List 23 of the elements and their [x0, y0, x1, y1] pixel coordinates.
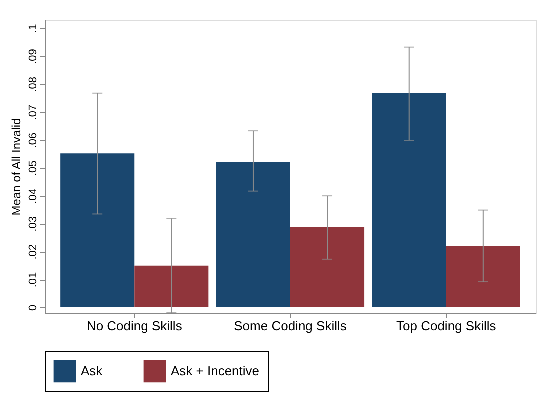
y-axis-title: Mean of All Invalid [10, 118, 24, 216]
y-tick-label: .01 [28, 272, 40, 288]
bar [446, 246, 520, 308]
bar [216, 162, 290, 308]
y-tick-label: .06 [28, 132, 40, 148]
y-tick-label: .09 [28, 49, 40, 64]
y-tick-label: .07 [28, 104, 40, 120]
y-tick-label: .04 [28, 188, 40, 204]
bar [134, 266, 209, 308]
bar [60, 154, 135, 308]
x-tick-label: No Coding Skills [86, 318, 183, 334]
bar [372, 93, 446, 308]
y-tick-label: .08 [28, 77, 40, 92]
y-tick-label: 0 [28, 304, 40, 311]
y-tick-label: .1 [28, 24, 40, 34]
x-tick-label: Some Coding Skills [234, 318, 348, 334]
legend-label: Ask + Incentive [171, 363, 260, 378]
y-tick-label: .05 [28, 160, 40, 176]
bar [290, 227, 365, 308]
x-tick-label: Top Coding Skills [396, 318, 497, 334]
legend-label: Ask [81, 363, 104, 378]
y-tick-label: .02 [28, 244, 40, 260]
y-tick-label: .03 [28, 216, 40, 232]
